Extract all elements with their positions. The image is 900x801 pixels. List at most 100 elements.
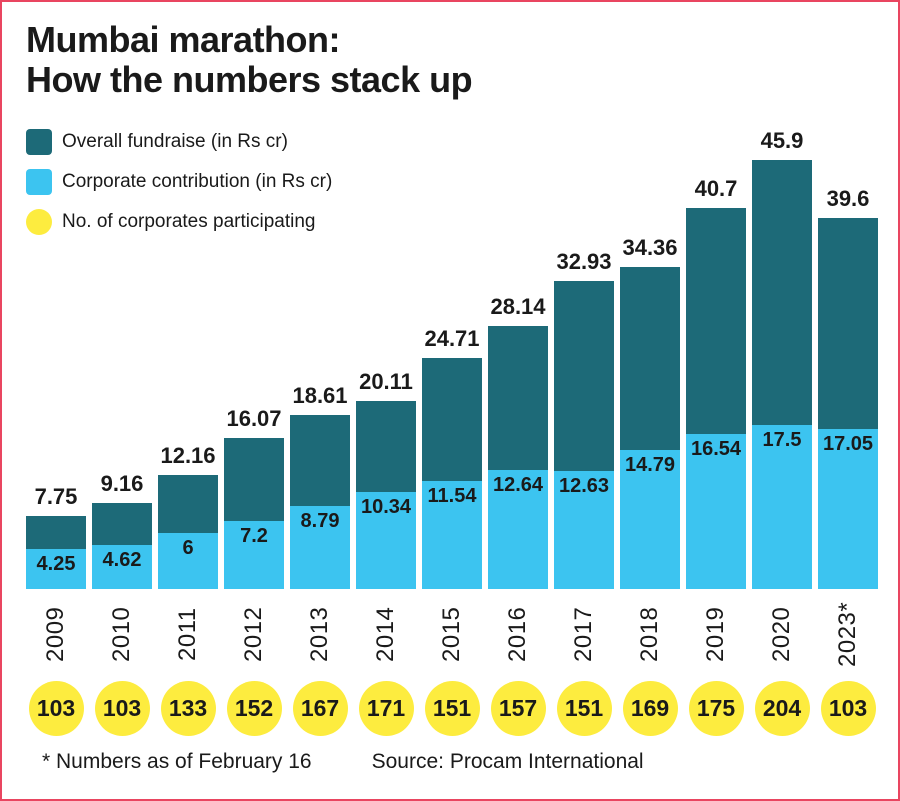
count-cell: 169	[620, 681, 680, 736]
bar-corporate-segment: 4.25	[26, 549, 86, 589]
corporates-count: 157	[491, 681, 546, 736]
legend: Overall fundraise (in Rs cr) Corporate c…	[26, 129, 332, 249]
bar-corporate-segment: 16.54	[686, 434, 746, 589]
count-cell: 167	[290, 681, 350, 736]
count-cell: 133	[158, 681, 218, 736]
chart-title: Mumbai marathon:How the numbers stack up	[26, 20, 878, 101]
bar: 17.5	[752, 160, 812, 589]
legend-count-swatch	[26, 209, 52, 235]
bar: 4.62	[92, 503, 152, 589]
legend-corporate-label: Corporate contribution (in Rs cr)	[62, 171, 332, 193]
corporates-count: 171	[359, 681, 414, 736]
bar-corporate-segment: 14.79	[620, 450, 680, 588]
bar-overall-value: 20.11	[359, 369, 413, 395]
bar-corporate-value: 14.79	[620, 454, 680, 477]
corporates-count: 175	[689, 681, 744, 736]
bar: 8.79	[290, 415, 350, 589]
legend-count-label: No. of corporates participating	[62, 211, 315, 233]
bar-corporate-segment: 17.05	[818, 429, 878, 588]
bar-corporate-value: 17.05	[818, 433, 878, 456]
bar-corporate-segment: 10.34	[356, 492, 416, 589]
bar-corporate-segment: 6	[158, 533, 218, 589]
bar-corporate-segment: 7.2	[224, 521, 284, 588]
footnote: * Numbers as of February 16	[42, 750, 312, 774]
bar-corporate-segment: 8.79	[290, 506, 350, 588]
bar-overall-value: 16.07	[226, 406, 281, 432]
bar-overall-value: 28.14	[490, 294, 545, 320]
count-cell: 157	[488, 681, 548, 736]
bar-overall-value: 32.93	[556, 249, 611, 275]
bar-col: 28.14 12.64	[488, 119, 548, 589]
year-label: 2020	[752, 595, 812, 673]
bar-corporate-value: 10.34	[356, 496, 416, 519]
bar-corporate-value: 7.2	[224, 525, 284, 548]
legend-overall-swatch	[26, 129, 52, 155]
bar-col: 45.9 17.5	[752, 119, 812, 589]
bar-col: 24.71 11.54	[422, 119, 482, 589]
bar-col: 20.11 10.34	[356, 119, 416, 589]
bar: 6	[158, 475, 218, 589]
bar-overall-segment	[92, 503, 152, 545]
bar-overall-value: 24.71	[424, 326, 479, 352]
bar-overall-segment	[818, 218, 878, 429]
bar-corporate-value: 11.54	[422, 485, 482, 508]
bar-overall-value: 34.36	[622, 235, 677, 261]
corporates-count: 103	[95, 681, 150, 736]
bar-col: 40.7 16.54	[686, 119, 746, 589]
count-cell: 103	[92, 681, 152, 736]
bar-overall-segment	[752, 160, 812, 425]
year-label: 2014	[356, 595, 416, 673]
bar-col: 39.617.05	[818, 119, 878, 589]
bar-overall-segment	[290, 415, 350, 507]
bar-overall-segment	[422, 358, 482, 481]
year-label: 2018	[620, 595, 680, 673]
legend-corporate-swatch	[26, 169, 52, 195]
year-label: 2009	[26, 595, 86, 673]
bar-overall-value: 40.7	[695, 176, 738, 202]
bar-overall-segment	[224, 438, 284, 521]
bar-overall-segment	[26, 516, 86, 549]
year-label: 2023*	[818, 595, 878, 673]
count-cell: 204	[752, 681, 812, 736]
chart-area: Overall fundraise (in Rs cr) Corporate c…	[26, 119, 878, 736]
count-cell: 103	[818, 681, 878, 736]
year-label: 2013	[290, 595, 350, 673]
bar-overall-segment	[356, 401, 416, 492]
corporates-count: 103	[29, 681, 84, 736]
count-cell: 103	[26, 681, 86, 736]
bar-col: 34.36 14.79	[620, 119, 680, 589]
corporates-count: 133	[161, 681, 216, 736]
bar-overall-value: 7.75	[35, 484, 78, 510]
legend-corporate: Corporate contribution (in Rs cr)	[26, 169, 332, 195]
corporates-count: 151	[557, 681, 612, 736]
year-label: 2019	[686, 595, 746, 673]
bar-corporate-segment: 12.64	[488, 470, 548, 588]
bar-overall-segment	[620, 267, 680, 450]
bar: 17.05	[818, 218, 878, 588]
bar-overall-value: 18.61	[292, 383, 347, 409]
corporates-count: 204	[755, 681, 810, 736]
year-label: 2012	[224, 595, 284, 673]
bar-corporate-segment: 12.63	[554, 471, 614, 589]
bar: 11.54	[422, 358, 482, 589]
bar-overall-segment	[554, 281, 614, 471]
bar-corporate-segment: 11.54	[422, 481, 482, 589]
bar-overall-value: 45.9	[761, 128, 804, 154]
bar: 16.54	[686, 208, 746, 588]
year-label: 2017	[554, 595, 614, 673]
year-label: 2016	[488, 595, 548, 673]
corporates-count: 151	[425, 681, 480, 736]
count-cell: 151	[422, 681, 482, 736]
bar-overall-segment	[488, 326, 548, 471]
bar-col: 32.93 12.63	[554, 119, 614, 589]
footer: * Numbers as of February 16 Source: Proc…	[42, 750, 878, 774]
year-label: 2010	[92, 595, 152, 673]
chart-frame: Mumbai marathon:How the numbers stack up…	[0, 0, 900, 801]
count-cell: 175	[686, 681, 746, 736]
bar-overall-segment	[686, 208, 746, 434]
corporates-count: 167	[293, 681, 348, 736]
corporates-count: 103	[821, 681, 876, 736]
corporates-count: 169	[623, 681, 678, 736]
bar: 14.79	[620, 267, 680, 588]
bar-overall-value: 12.16	[160, 443, 215, 469]
